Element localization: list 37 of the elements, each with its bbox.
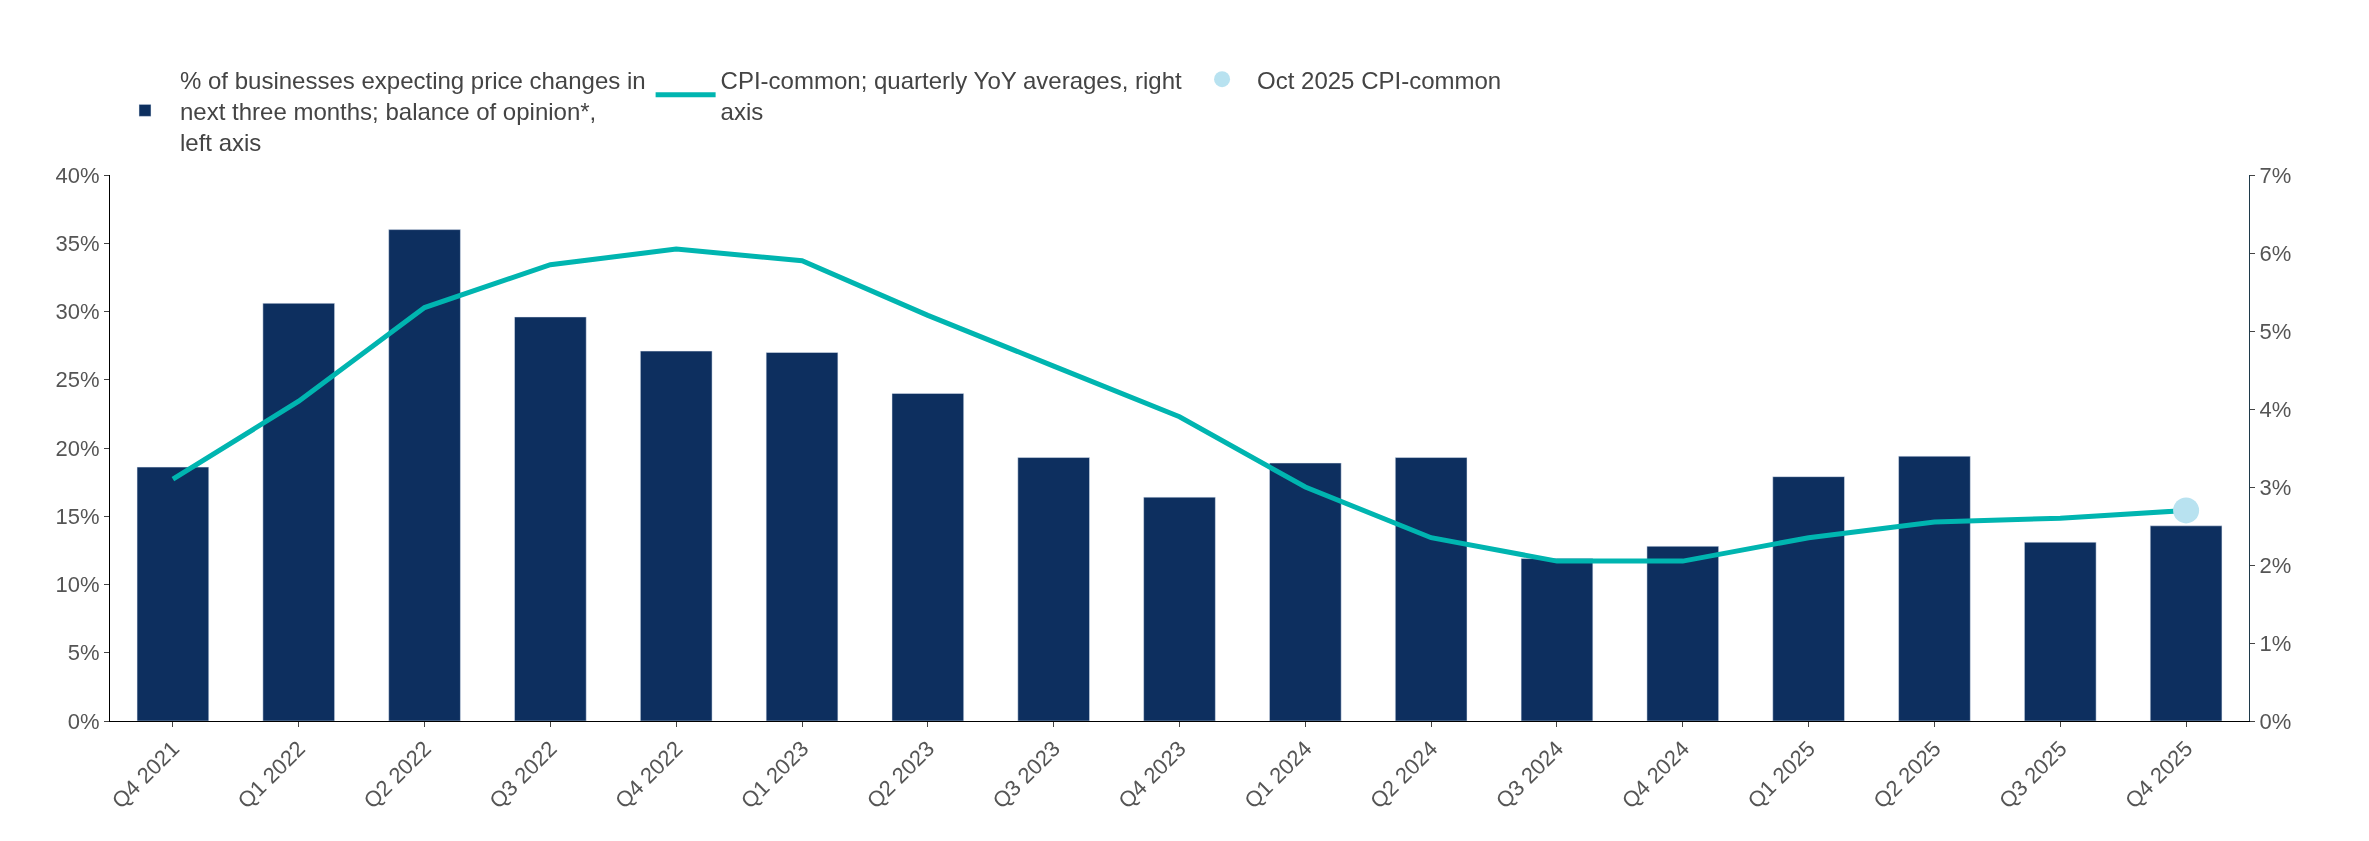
y-tick-label: 40% (55, 162, 100, 188)
y-tick-label: 5% (67, 640, 100, 666)
bar (1772, 476, 1845, 721)
bar (2149, 525, 2223, 721)
y2-tick-label: 3% (2259, 474, 2292, 500)
y2-tick-label: 5% (2259, 318, 2292, 344)
bar (1646, 546, 1719, 721)
y2-tick-label: 0% (2259, 708, 2292, 734)
bar (1520, 558, 1594, 721)
bar (1269, 462, 1342, 721)
y2-tick-label: 6% (2259, 240, 2292, 266)
bar (1143, 496, 1216, 721)
bar (1017, 457, 1090, 721)
bar (765, 352, 839, 721)
y-tick-label: 30% (55, 299, 100, 325)
y-tick-label: 0% (67, 708, 100, 734)
bar (514, 316, 587, 721)
y2-tick-label: 2% (2259, 552, 2292, 578)
legend-label: Oct 2025 CPI-common (1257, 66, 1502, 94)
y-tick-label: 15% (55, 503, 100, 529)
bar (1898, 455, 1971, 721)
bar (136, 466, 210, 721)
y-tick-label: 25% (55, 367, 100, 393)
y-tick-label: 10% (55, 572, 100, 598)
bar (891, 393, 964, 721)
y2-tick-label: 1% (2259, 630, 2292, 656)
bar (2024, 541, 2097, 721)
bar (1395, 457, 1468, 721)
bar (640, 350, 713, 721)
y-tick-label: 20% (55, 435, 100, 461)
bar (388, 229, 461, 721)
bar (262, 303, 335, 721)
y-tick-label: 35% (55, 230, 100, 256)
y2-tick-label: 4% (2259, 396, 2292, 422)
legend-label: % of businesses expecting price changes in next three months; balance of opinion*, left axis (180, 66, 646, 156)
y2-tick-label: 7% (2259, 162, 2292, 188)
legend-label: CPI-common; quarterly YoY averages, right axis (720, 66, 1183, 125)
